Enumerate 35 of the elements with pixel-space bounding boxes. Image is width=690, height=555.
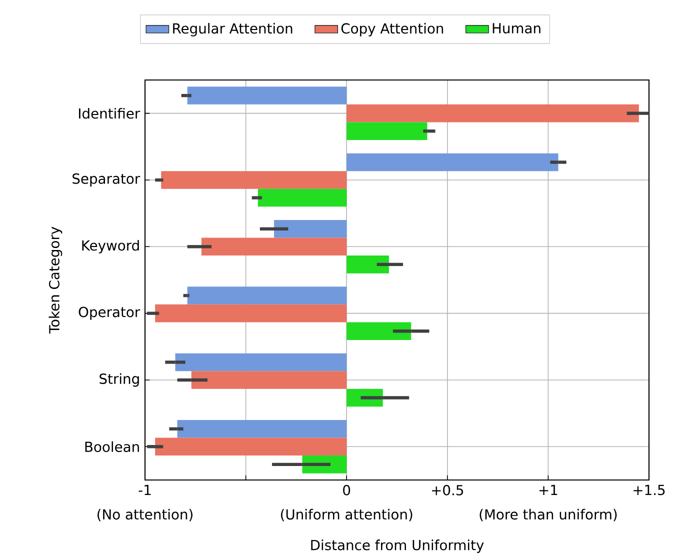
bar bbox=[258, 188, 347, 207]
y-tick-label: Operator bbox=[78, 306, 140, 320]
bar bbox=[187, 286, 347, 304]
bar bbox=[155, 438, 347, 456]
x-tick-label: +1 bbox=[539, 484, 558, 495]
y-axis-title: Token Category bbox=[48, 226, 62, 334]
bar bbox=[201, 238, 347, 256]
text: (More than uniform) bbox=[480, 508, 617, 522]
y-tick-label: String bbox=[100, 373, 139, 387]
x-axis-title: Distance from Uniformity bbox=[311, 540, 484, 553]
bar bbox=[191, 371, 347, 389]
legend-label: Copy Attention bbox=[341, 22, 444, 36]
bar bbox=[346, 256, 389, 274]
legend-label: Human bbox=[492, 23, 540, 34]
x-tick-label: -1 bbox=[138, 484, 151, 495]
x-tick-label: +0.5 bbox=[432, 484, 464, 496]
bar bbox=[346, 104, 639, 122]
bar bbox=[177, 420, 347, 438]
y-tick-label: Keyword bbox=[82, 240, 139, 254]
text: (No attention) bbox=[98, 508, 192, 522]
bar bbox=[346, 153, 558, 172]
bar bbox=[161, 171, 347, 189]
legend-label: Regular Attention bbox=[173, 22, 292, 36]
y-tick-label: Boolean bbox=[85, 441, 139, 452]
x-tick-label: +1.5 bbox=[634, 484, 665, 496]
bar bbox=[346, 322, 412, 340]
bar bbox=[187, 86, 347, 104]
text: (Uniform attention) bbox=[280, 508, 412, 522]
bar bbox=[274, 220, 347, 238]
y-tick-label: Separator bbox=[72, 173, 140, 187]
bar bbox=[175, 353, 347, 372]
bar bbox=[155, 304, 347, 322]
x-tick-label: 0 bbox=[343, 484, 350, 496]
y-tick-label: Identifier bbox=[79, 108, 140, 119]
bar bbox=[346, 122, 428, 140]
